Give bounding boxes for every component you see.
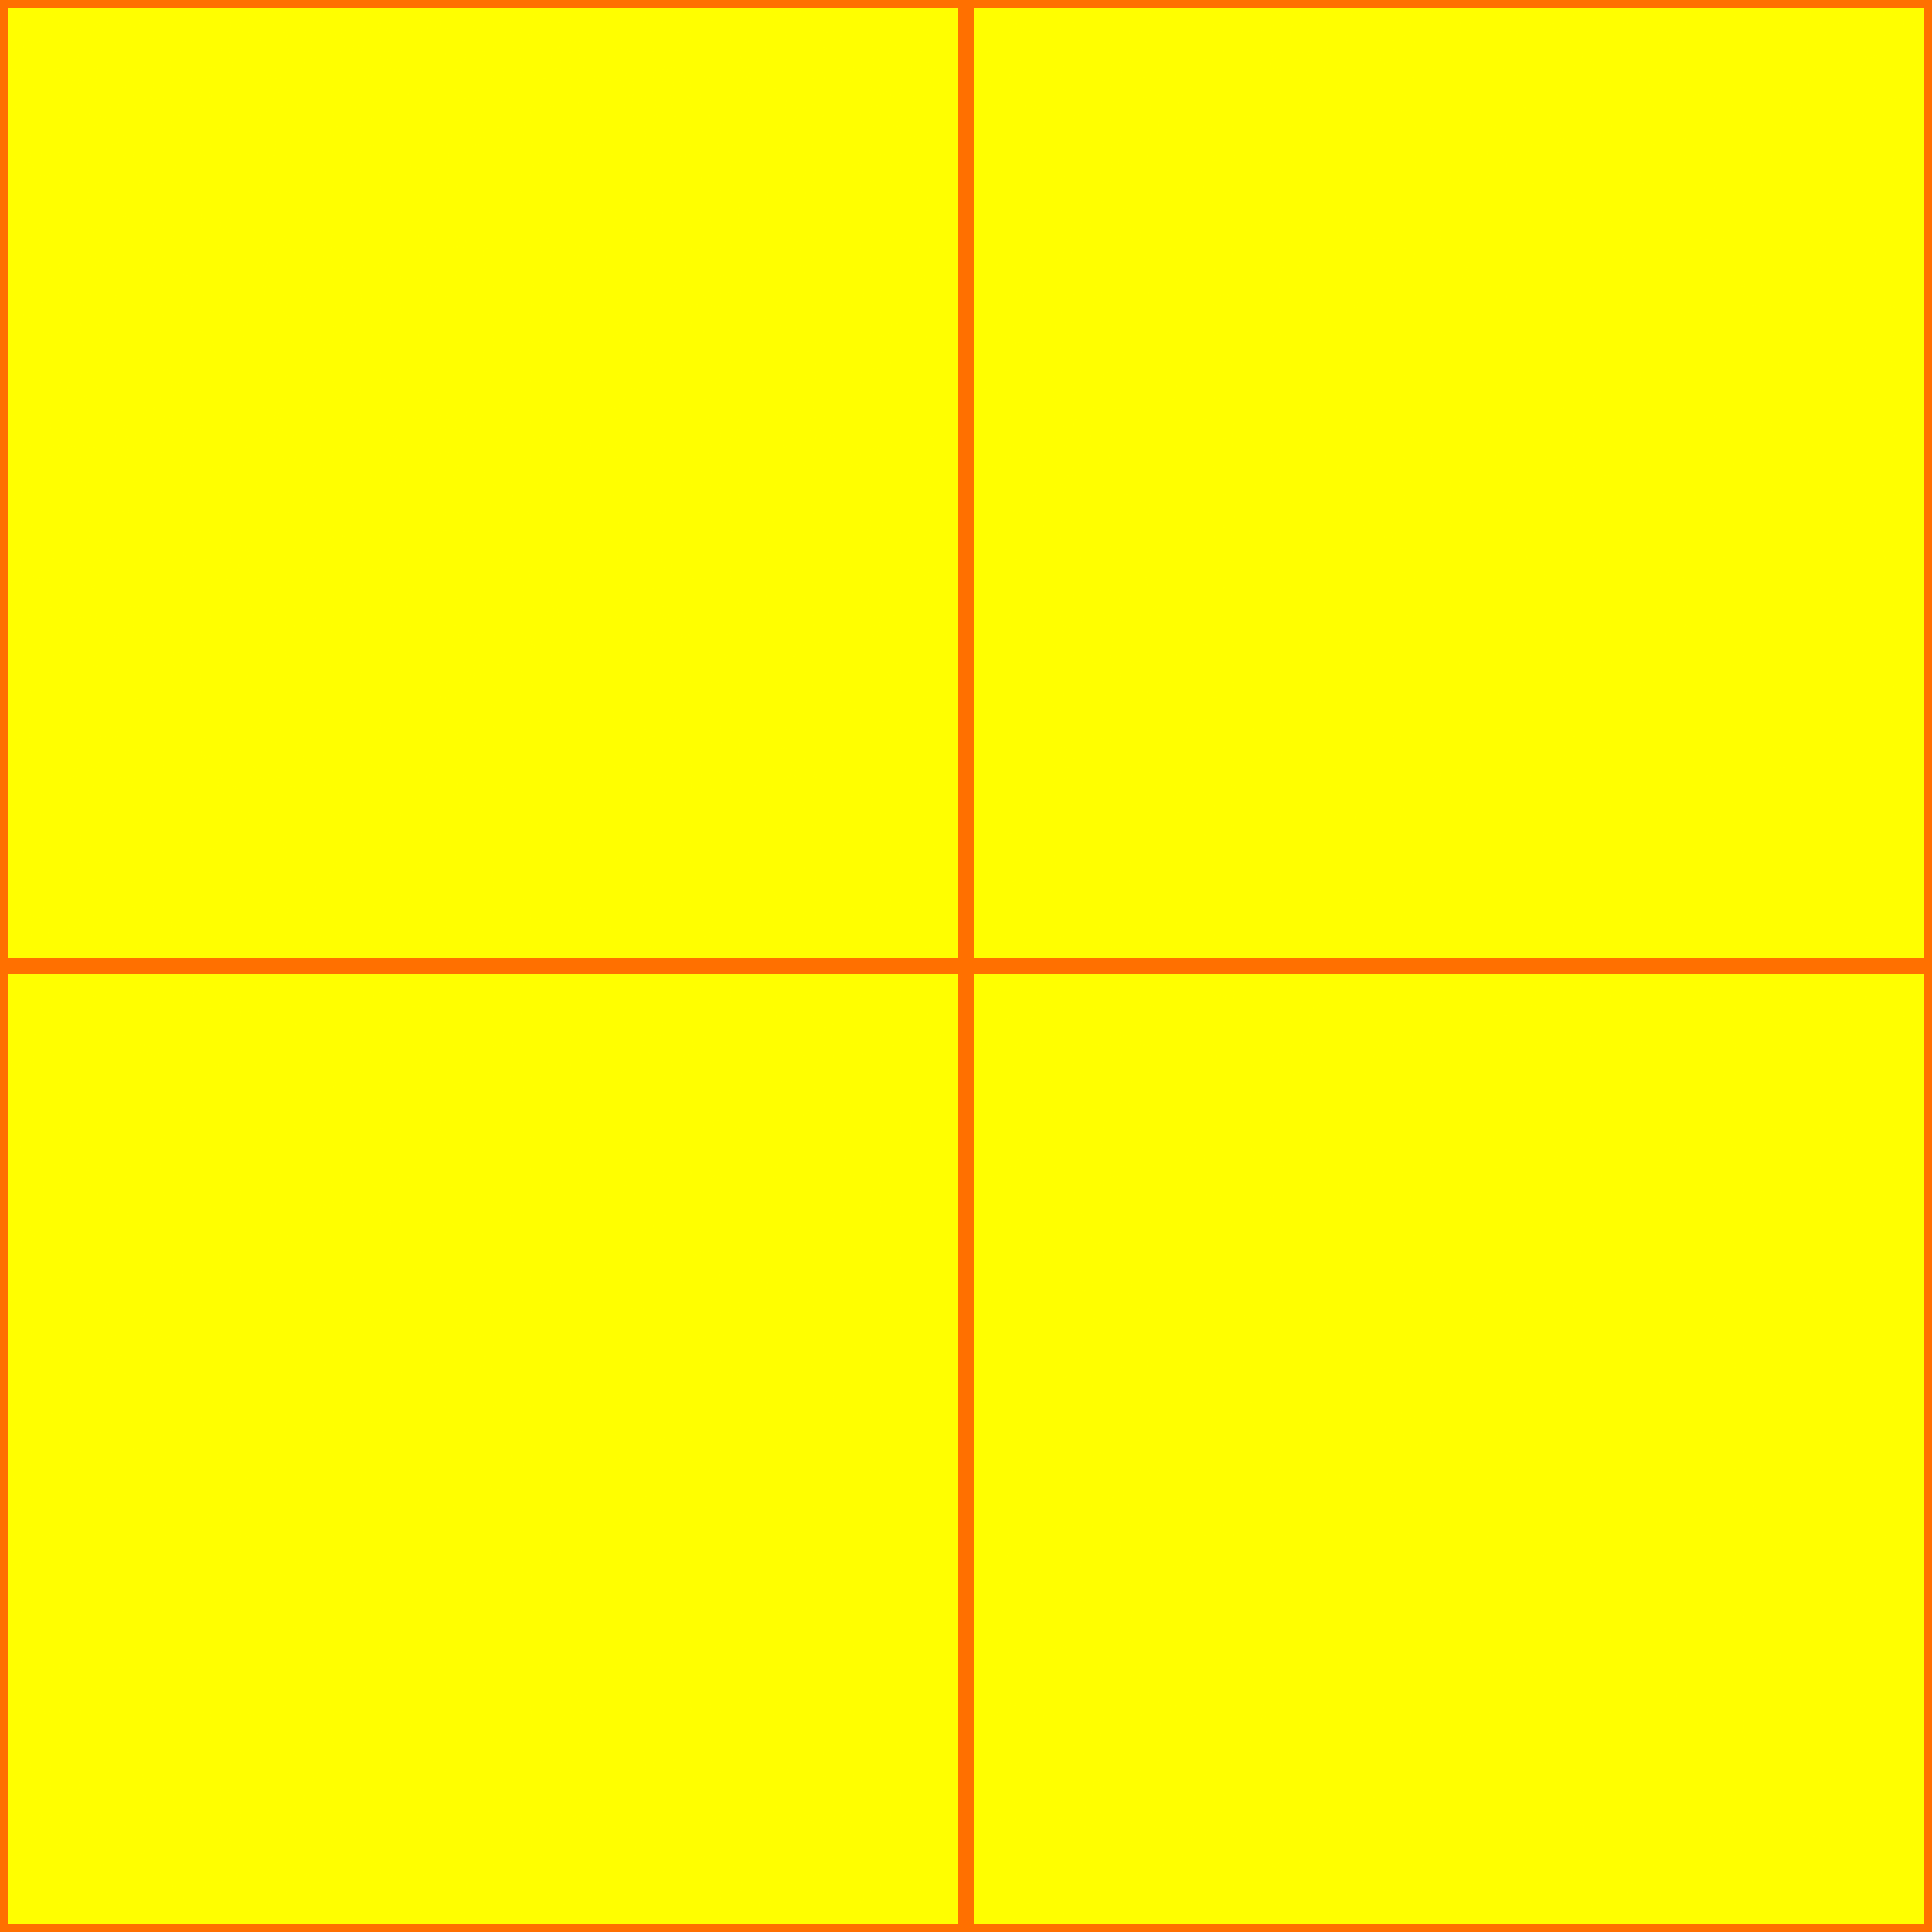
panel-fill: [974, 8, 1924, 958]
panel-fill: [974, 974, 1924, 1924]
panel-fill: [8, 8, 958, 958]
panel-top-left: [8, 8, 958, 958]
panel-fill: [8, 974, 958, 1924]
panel-top-right: [974, 8, 1924, 958]
panel-bottom-right: [974, 974, 1924, 1924]
panel-bottom-left: [8, 974, 958, 1924]
